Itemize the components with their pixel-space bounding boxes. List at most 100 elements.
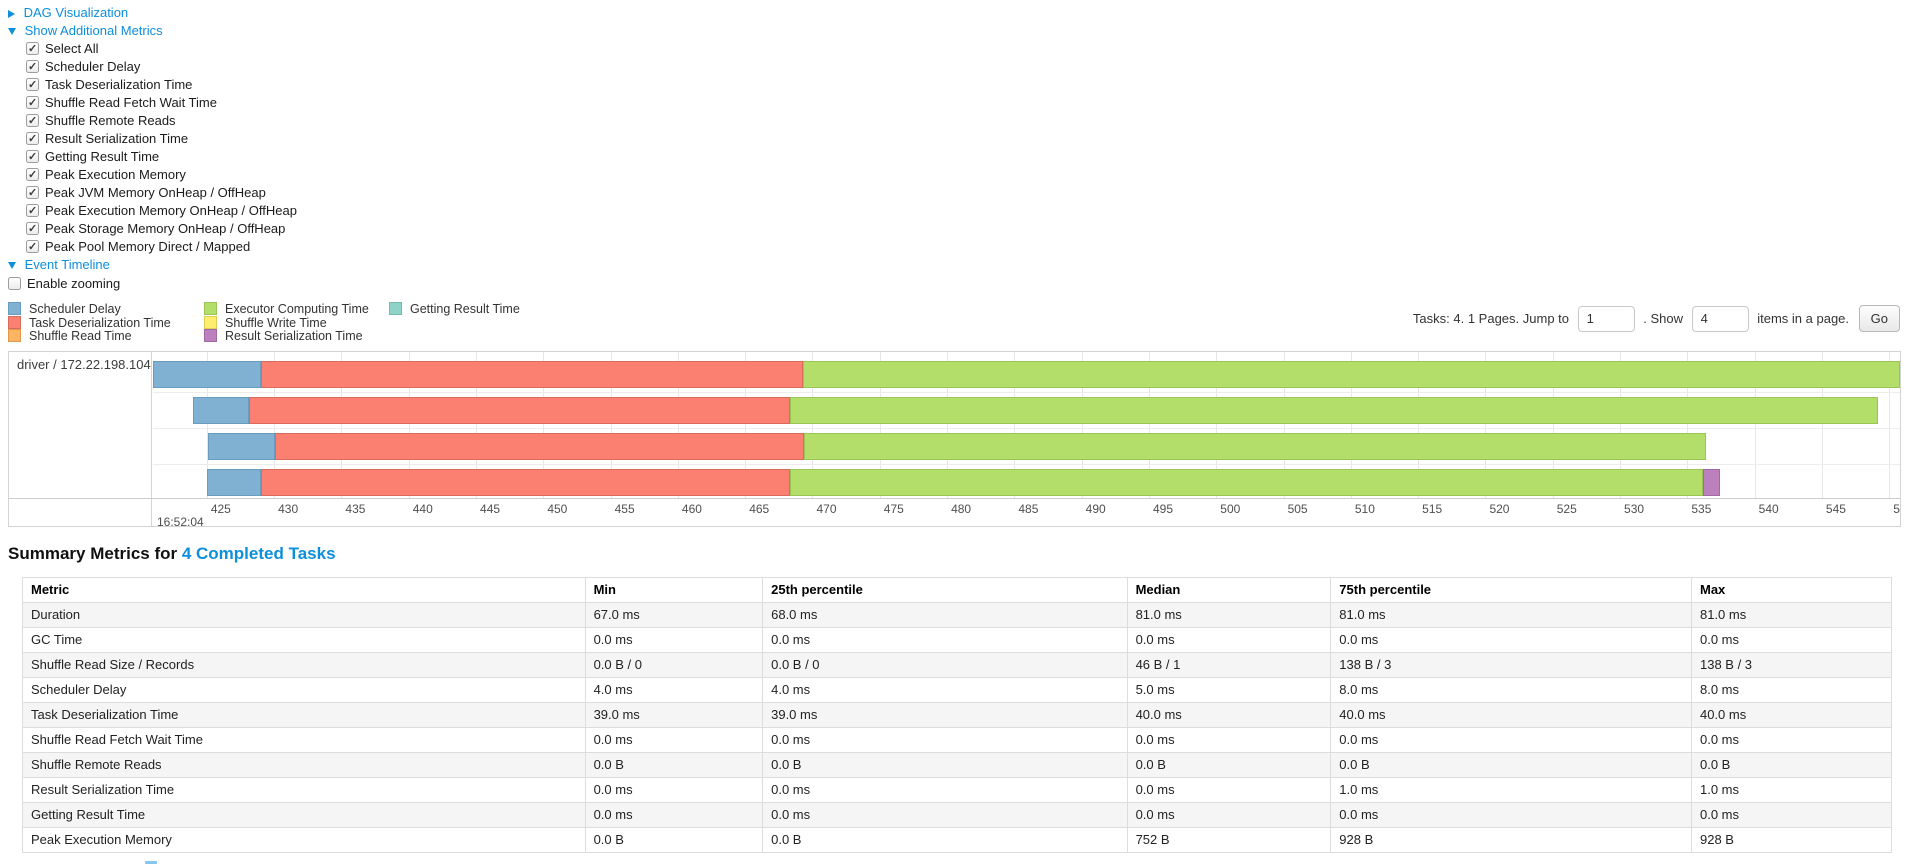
axis-tick-label: 545 [1825,502,1846,516]
checked-checkbox[interactable] [26,202,39,220]
axis-gridline [1148,352,1150,498]
go-button[interactable]: Go [1858,305,1900,332]
metric-checkbox-label: Scheduler Delay [45,59,141,74]
dag-visualization-link[interactable]: DAG Visualization [23,5,129,20]
summary-table-cell: 0.0 ms [1690,802,1893,828]
axis-tick-label: 425 [210,502,231,516]
checked-checkbox[interactable] [26,76,39,94]
legend-label: Executor Computing Time [225,302,369,316]
legend-label: Shuffle Read Time [29,329,132,343]
event-timeline-toggle[interactable]: Event Timeline [8,256,1901,274]
summary-table-cell: 5.0 ms [1126,677,1332,703]
legend-item: Task Deserialization Time [8,315,171,329]
executor-computing-segment[interactable] [803,361,1900,388]
summary-table-cell: 0.0 ms [762,802,1128,828]
checked-checkbox[interactable] [26,238,39,256]
enable-zooming-checkbox[interactable] [8,277,21,290]
summary-table-cell: 81.0 ms [1690,602,1893,628]
metric-checkbox-item: Scheduler Delay [8,58,1901,76]
checked-checkbox[interactable] [26,184,39,202]
dag-visualization-toggle[interactable]: DAG Visualization [8,4,1901,22]
executor-computing-segment[interactable] [804,433,1707,460]
summary-table-cell: 0.0 ms [1126,777,1332,803]
summary-table-row: Peak Execution Memory 0.0 B 0.0 B 752 B 928 … [22,827,1893,853]
checked-checkbox[interactable] [26,220,39,238]
summary-table-cell: 0.0 ms [1126,802,1332,828]
metric-checkbox-label: Peak Storage Memory OnHeap / OffHeap [45,221,286,236]
summary-table-row: Shuffle Read Fetch Wait Time 0.0 ms 0.0 ms… [22,727,1893,753]
summary-table-cell: 138 B / 3 [1690,652,1893,678]
summary-heading-prefix: Summary Metrics for [8,544,182,563]
summary-table-cell: 0.0 B [762,752,1128,778]
axis-gridline [812,352,814,498]
completed-tasks-link[interactable]: 4 Completed Tasks [181,544,336,563]
legend-label: Result Serialization Time [225,329,363,343]
checked-checkbox[interactable] [26,166,39,184]
pagination-mid-text: . Show [1643,311,1683,326]
metric-checkbox-label: Select All [45,41,99,56]
clipped-content-sliver [145,861,157,864]
axis-tick-label: 430 [278,502,299,516]
axis-gridline [1485,352,1487,498]
axis-gridline [947,352,949,498]
task-bar [153,397,1900,424]
executor-computing-segment[interactable] [789,397,1879,424]
axis-tick-label: 520 [1489,502,1510,516]
event-timeline-link[interactable]: Event Timeline [24,257,110,272]
items-per-page-input[interactable] [1691,305,1749,332]
checked-checkbox[interactable] [26,130,39,148]
summary-table-row: Shuffle Remote Reads 0.0 B 0.0 B 0.0 B 0.0 B… [22,752,1893,778]
summary-table-row: Result Serialization Time 0.0 ms 0.0 ms 0.0… [22,777,1893,803]
axis-tick-label: 550 [1893,502,1900,516]
scheduler-delay-segment[interactable] [153,361,261,388]
task-deserialization-segment[interactable] [260,361,804,388]
metric-checkbox-item: Getting Result Time [8,148,1901,166]
caret-down-icon [8,262,16,270]
axis-tick-label: 530 [1624,502,1645,516]
task-deserialization-segment[interactable] [275,433,805,460]
axis-gridline [1350,352,1352,498]
axis-gridline [1687,352,1689,498]
summary-table-cell: 0.0 B [1690,752,1893,778]
summary-column-header: 25th percentile [762,577,1128,603]
scheduler-delay-segment[interactable] [208,433,276,460]
task-deserialization-segment[interactable] [248,397,790,424]
axis-gridline [1552,352,1554,498]
axis-tick-label: 500 [1220,502,1241,516]
axis-gridline [1283,352,1285,498]
checked-checkbox[interactable] [26,112,39,130]
summary-table-cell: 1.0 ms [1330,777,1692,803]
checked-checkbox[interactable] [26,148,39,166]
axis-gridline [206,352,208,498]
summary-table-cell: Shuffle Read Size / Records [22,652,586,678]
shuffle-read-swatch-icon [8,329,21,342]
summary-table-cell: Duration [22,602,586,628]
checked-checkbox[interactable] [26,40,39,58]
summary-table-cell: 4.0 ms [584,677,764,703]
metric-checkbox-item: Peak JVM Memory OnHeap / OffHeap [8,184,1901,202]
shuffle-write-swatch-icon [204,315,217,329]
metric-checkbox-label: Peak Execution Memory [45,167,186,182]
jump-to-page-input[interactable] [1577,305,1635,332]
metric-checkbox-label: Shuffle Read Fetch Wait Time [45,95,217,110]
metric-checkbox-item: Task Deserialization Time [8,76,1901,94]
summary-table-cell: 0.0 B [762,827,1128,853]
checked-checkbox[interactable] [26,94,39,112]
summary-table-cell: 0.0 B / 0 [584,652,764,678]
show-additional-metrics-toggle[interactable]: Show Additional Metrics [8,22,1901,40]
axis-gridline [745,352,747,498]
task-deserialization-swatch-icon [8,315,21,329]
executor-computing-segment[interactable] [789,469,1704,496]
summary-table-cell: 0.0 B [584,827,764,853]
scheduler-delay-segment[interactable] [193,397,249,424]
summary-table-cell: GC Time [22,627,586,653]
result-serialization-segment[interactable] [1703,469,1720,496]
checked-checkbox[interactable] [26,58,39,76]
summary-table-cell: 752 B [1126,827,1332,853]
scheduler-delay-segment[interactable] [206,469,261,496]
caret-down-icon [8,28,16,36]
show-additional-metrics-link[interactable]: Show Additional Metrics [24,23,163,38]
axis-gridline [1754,352,1756,498]
task-deserialization-segment[interactable] [260,469,790,496]
axis-tick-label: 465 [749,502,770,516]
